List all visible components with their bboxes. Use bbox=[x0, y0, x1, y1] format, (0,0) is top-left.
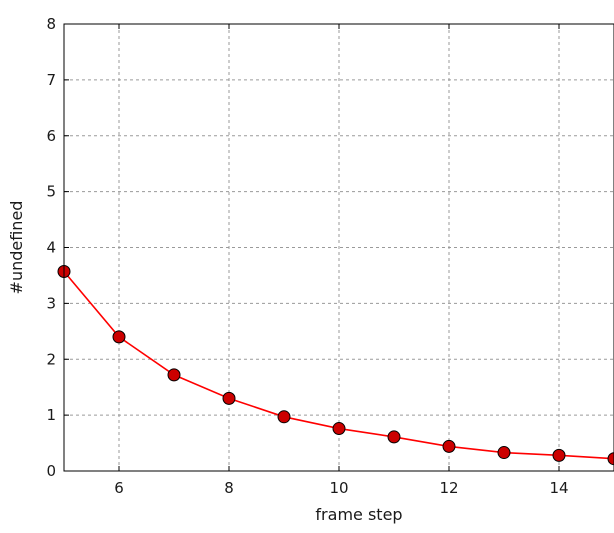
data-point bbox=[387, 430, 401, 444]
data-point bbox=[552, 448, 566, 462]
x-tick-label: 8 bbox=[224, 479, 234, 497]
data-point bbox=[167, 368, 181, 382]
data-point bbox=[222, 391, 236, 405]
x-tick-label: 12 bbox=[439, 479, 458, 497]
data-point bbox=[332, 422, 346, 436]
y-tick-label: 7 bbox=[46, 71, 56, 89]
data-point bbox=[497, 446, 511, 460]
data-point bbox=[607, 452, 614, 466]
grid-lines bbox=[64, 24, 614, 471]
y-tick-label: 8 bbox=[46, 15, 56, 33]
data-point bbox=[442, 439, 456, 453]
y-tick-label: 2 bbox=[46, 350, 56, 368]
x-tick-label: 6 bbox=[114, 479, 124, 497]
y-tick-label: 5 bbox=[46, 183, 56, 201]
y-tick-label: 3 bbox=[46, 294, 56, 312]
y-axis-label: #undefined bbox=[7, 201, 26, 295]
x-tick-label: 14 bbox=[549, 479, 568, 497]
y-tick-label: 0 bbox=[46, 462, 56, 480]
x-tick-label: 10 bbox=[329, 479, 348, 497]
data-point bbox=[112, 330, 126, 344]
y-tick-label: 4 bbox=[46, 239, 56, 257]
x-axis-label: frame step bbox=[315, 505, 402, 524]
data-point bbox=[277, 410, 291, 424]
y-tick-label: 6 bbox=[46, 127, 56, 145]
y-tick-label: 1 bbox=[46, 406, 56, 424]
series-layer bbox=[57, 265, 614, 466]
